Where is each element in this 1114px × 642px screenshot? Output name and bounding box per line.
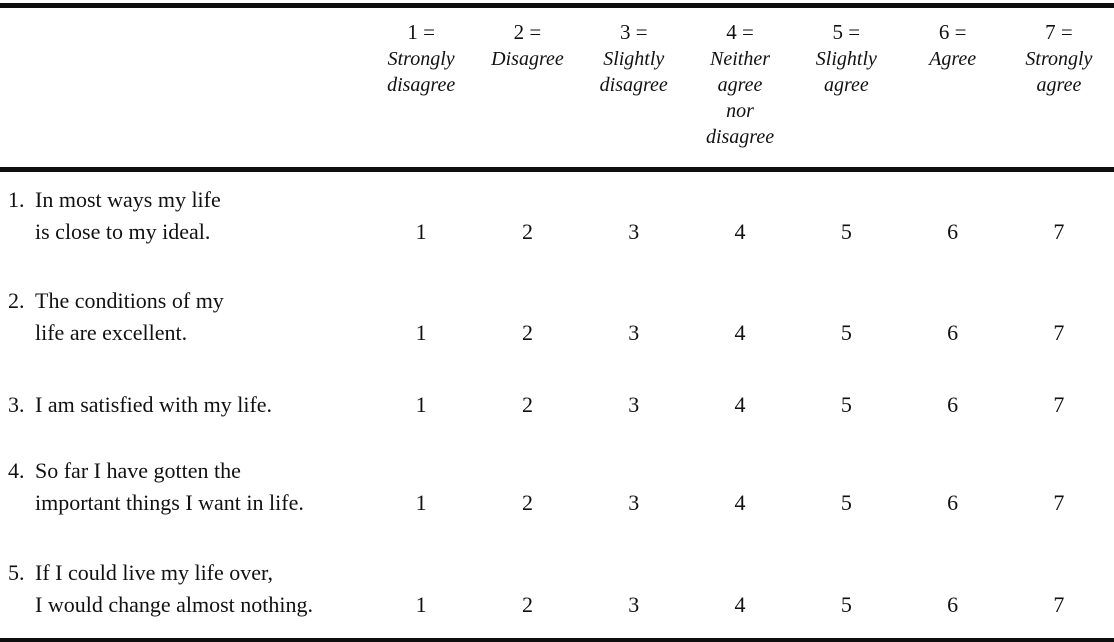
header-col-6: 6 = Agree <box>899 18 1005 150</box>
item-text: The conditions of my life are excellent. <box>35 288 224 345</box>
rating-option-1: 1 <box>415 392 427 417</box>
rating-option-3: 3 <box>628 219 640 244</box>
rating-option-1: 1 <box>415 490 427 515</box>
header-value: 7 = <box>1045 20 1073 44</box>
header-col-5: 5 = Slightly agree <box>793 18 899 150</box>
header-label: Slightly agree <box>815 48 877 96</box>
rating-option-2: 2 <box>521 320 533 345</box>
rating-option-7: 7 <box>1053 320 1065 345</box>
header-label: Slightly disagree <box>599 48 668 96</box>
header-label: Strongly agree <box>1025 48 1093 96</box>
rating-option-2: 2 <box>521 219 533 244</box>
header-label: Disagree <box>491 48 564 70</box>
header-value: 2 = <box>513 20 542 44</box>
rating-option-4: 4 <box>734 219 746 244</box>
rating-option-4: 4 <box>734 320 746 345</box>
rating-option-6: 6 <box>947 490 959 515</box>
rating-option-4: 4 <box>734 592 746 617</box>
header-col-1: 1 = Strongly disagree <box>368 18 474 150</box>
header-col-2: 2 = Disagree <box>474 18 580 150</box>
rating-option-5: 5 <box>840 490 852 515</box>
header-label: Neither agree nor disagree <box>705 48 775 148</box>
rating-option-2: 2 <box>521 592 533 617</box>
header-divider-rule <box>0 167 1114 172</box>
item-statement: 1. In most ways my life is close to my i… <box>0 184 368 248</box>
item-number: 5. <box>8 560 25 585</box>
header-value: 1 = <box>407 20 435 44</box>
rating-option-1: 1 <box>415 320 427 345</box>
item-statement: 4. So far I have gotten the important th… <box>0 455 368 519</box>
item-number: 2. <box>8 288 25 313</box>
item-text: So far I have gotten the important thing… <box>35 458 304 515</box>
header-col-3: 3 = Slightly disagree <box>581 18 687 150</box>
rating-option-5: 5 <box>840 392 852 417</box>
item-statement: 5. If I could live my life over, I would… <box>0 557 368 621</box>
item-row-2: 2. The conditions of my life are excelle… <box>0 285 1114 349</box>
item-row-3: 3. I am satisfied with my life. 1 2 3 4 … <box>0 389 1114 421</box>
item-row-4: 4. So far I have gotten the important th… <box>0 455 1114 519</box>
rating-option-7: 7 <box>1053 392 1065 417</box>
item-number: 4. <box>8 458 25 483</box>
header-value: 6 = <box>938 20 967 44</box>
rating-option-3: 3 <box>628 320 640 345</box>
rating-option-2: 2 <box>521 392 533 417</box>
rating-option-7: 7 <box>1053 490 1065 515</box>
rating-option-3: 3 <box>628 592 640 617</box>
rating-option-1: 1 <box>415 219 427 244</box>
rating-option-5: 5 <box>840 320 852 345</box>
rating-option-3: 3 <box>628 490 640 515</box>
rating-option-4: 4 <box>734 392 746 417</box>
item-text: I am satisfied with my life. <box>35 392 273 417</box>
rating-option-5: 5 <box>840 592 852 617</box>
header-spacer <box>0 18 368 150</box>
item-text: If I could live my life over, I would ch… <box>35 560 314 617</box>
item-statement: 2. The conditions of my life are excelle… <box>0 285 368 349</box>
item-row-1: 1. In most ways my life is close to my i… <box>0 184 1114 248</box>
rating-option-7: 7 <box>1053 219 1065 244</box>
rating-option-3: 3 <box>628 392 640 417</box>
item-text: In most ways my life is close to my idea… <box>35 187 221 244</box>
rating-option-4: 4 <box>734 490 746 515</box>
header-value: 5 = <box>832 20 861 44</box>
rating-option-6: 6 <box>947 320 959 345</box>
rating-option-6: 6 <box>947 219 959 244</box>
header-col-4: 4 = Neither agree nor disagree <box>687 18 793 150</box>
item-statement: 3. I am satisfied with my life. <box>0 389 368 421</box>
item-number: 3. <box>8 392 25 417</box>
header-label: Agree <box>929 48 977 70</box>
item-number: 1. <box>8 187 25 212</box>
bottom-rule <box>0 638 1114 642</box>
header-label: Strongly disagree <box>387 48 456 96</box>
header-value: 3 = <box>619 20 648 44</box>
rating-option-5: 5 <box>840 219 852 244</box>
scale-header-row: 1 = Strongly disagree 2 = Disagree 3 = S… <box>0 18 1114 150</box>
top-rule <box>0 3 1114 8</box>
header-value: 4 = <box>726 20 754 44</box>
item-row-5: 5. If I could live my life over, I would… <box>0 557 1114 621</box>
rating-option-2: 2 <box>521 490 533 515</box>
rating-option-6: 6 <box>947 592 959 617</box>
rating-option-6: 6 <box>947 392 959 417</box>
header-col-7: 7 = Strongly agree <box>1006 18 1112 150</box>
rating-option-7: 7 <box>1053 592 1065 617</box>
rating-option-1: 1 <box>415 592 427 617</box>
